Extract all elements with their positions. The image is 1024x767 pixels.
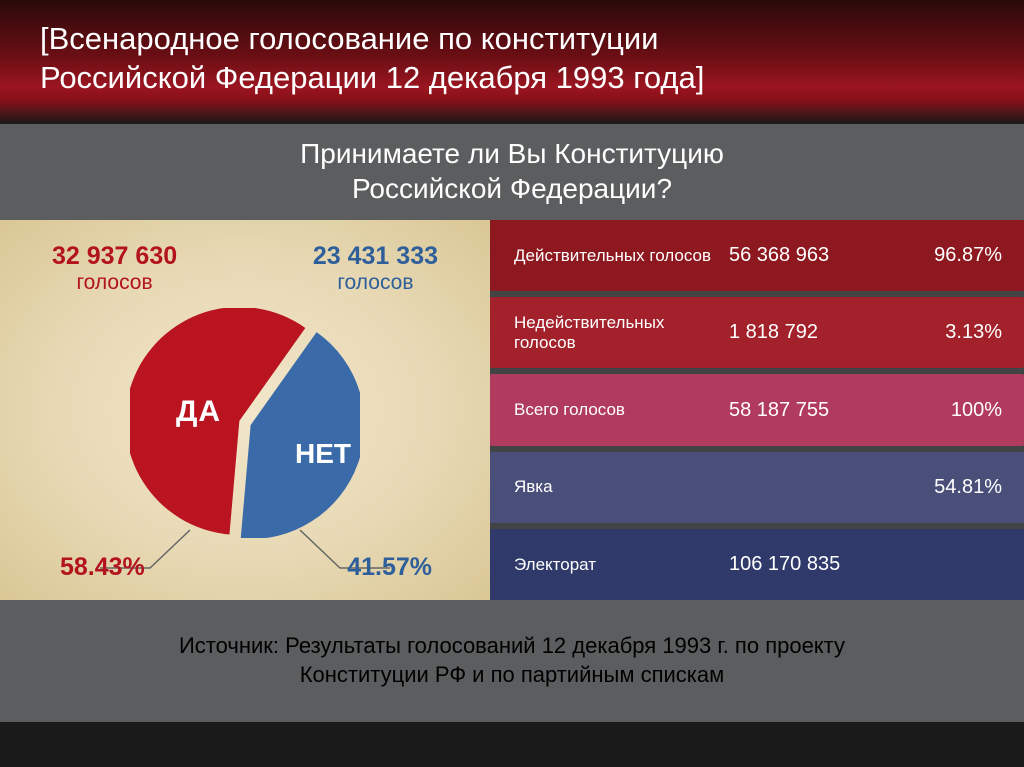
stat-row-2: Всего голосов58 187 755100% — [490, 374, 1024, 445]
pie-chart-panel: 32 937 630 голосов 23 431 333 голосов ДА… — [0, 220, 490, 600]
stat-row-3: Явка 54.81% — [490, 452, 1024, 523]
stat-row-4: Электорат106 170 835 — [490, 529, 1024, 600]
stat-row-value: 106 170 835 — [729, 553, 899, 576]
header-banner: [Всенародное голосование по конституции … — [0, 0, 1024, 124]
question-banner: Принимаете ли Вы Конституцию Российской … — [0, 124, 1024, 220]
source-text: Источник: Результаты голосований 12 дека… — [179, 632, 845, 689]
stat-row-pct: 100% — [899, 399, 1002, 422]
yes-percentage: 58.43% — [60, 553, 145, 582]
leader-lines — [0, 220, 490, 600]
stat-row-label: Недействительных голосов — [514, 313, 729, 352]
stat-row-label: Действительных голосов — [514, 246, 729, 266]
stat-row-0: Действительных голосов56 368 96396.87% — [490, 220, 1024, 291]
stat-row-value: 1 818 792 — [729, 321, 899, 344]
stat-row-label: Электорат — [514, 555, 729, 575]
stats-rows-panel: Действительных голосов56 368 96396.87%Не… — [490, 220, 1024, 600]
stat-row-label: Всего голосов — [514, 400, 729, 420]
main-content: 32 937 630 голосов 23 431 333 голосов ДА… — [0, 220, 1024, 600]
stat-row-value: 58 187 755 — [729, 399, 899, 422]
stat-row-pct: 54.81% — [899, 476, 1002, 499]
no-slice-label: НЕТ — [295, 438, 351, 470]
header-title-line2: Российской Федерации 12 декабря 1993 год… — [40, 60, 704, 95]
stat-row-label: Явка — [514, 477, 729, 497]
stat-row-pct: 3.13% — [899, 321, 1002, 344]
source-footer: Источник: Результаты голосований 12 дека… — [0, 600, 1024, 722]
question-text: Принимаете ли Вы Конституцию Российской … — [0, 136, 1024, 206]
stat-row-1: Недействительных голосов1 818 7923.13% — [490, 297, 1024, 368]
source-line2: Конституции РФ и по партийным спискам — [300, 662, 725, 687]
question-line2: Российской Федерации? — [352, 173, 672, 204]
stat-row-value: 56 368 963 — [729, 244, 899, 267]
source-line1: Источник: Результаты голосований 12 дека… — [179, 633, 845, 658]
header-title: [Всенародное голосование по конституции … — [40, 20, 984, 98]
question-line1: Принимаете ли Вы Конституцию — [300, 138, 724, 169]
header-title-line1: [Всенародное голосование по конституции — [40, 21, 658, 56]
no-percentage: 41.57% — [347, 553, 432, 582]
stat-row-pct: 96.87% — [899, 244, 1002, 267]
yes-slice-label: ДА — [176, 395, 221, 429]
